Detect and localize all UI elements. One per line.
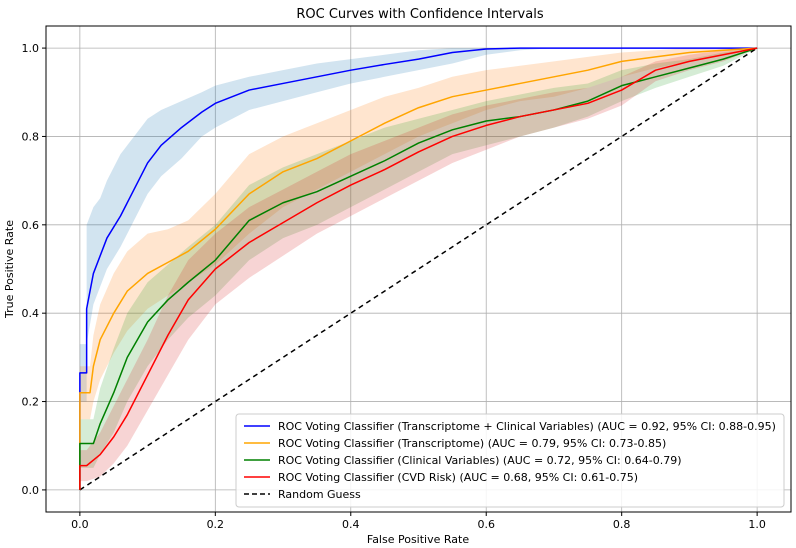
y-tick-label: 1.0 [22,42,40,55]
legend-label: ROC Voting Classifier (Transcriptome) (A… [278,437,666,450]
x-tick-label: 0.2 [207,518,225,531]
plot-border [45,25,792,513]
confidence-band-2 [79,48,758,490]
x-tick-label: 1.0 [748,518,766,531]
y-tick-label: 0.2 [22,396,40,409]
x-tick-label: 0.8 [613,518,631,531]
roc-line-1 [79,47,758,490]
roc-line-4 [79,47,758,490]
y-tick-label: 0.6 [22,219,40,232]
x-tick-label: 0.6 [477,518,495,531]
y-axis-label: True Positive Rate [3,220,16,319]
legend-label: ROC Voting Classifier (CVD Risk) (AUC = … [278,471,638,484]
x-tick-label: 0.0 [71,518,89,531]
y-tick-label: 0.0 [22,484,40,497]
y-tick-label: 0.4 [22,307,40,320]
roc-line-3 [79,47,758,490]
axis-ticks: 0.0 0.2 0.4 0.6 0.8 1.0 0.0 0.2 0.4 0.6 0.8 1.0 [22,42,766,531]
y-tick-label: 0.8 [22,130,40,143]
chart-title: ROC Curves with Confidence Intervals [296,7,543,22]
roc-line-2 [79,47,758,490]
legend: ROC Voting Classifier (Transcriptome + C… [235,413,785,508]
roc-lines [79,47,758,491]
legend-box [235,413,785,508]
legend-label: ROC Voting Classifier (Transcriptome + C… [278,420,776,433]
x-axis-label: False Positive Rate [367,533,469,546]
legend-label: Random Guess [278,488,361,501]
legend-label: ROC Voting Classifier (Clinical Variable… [278,454,681,467]
x-tick-label: 0.4 [342,518,360,531]
